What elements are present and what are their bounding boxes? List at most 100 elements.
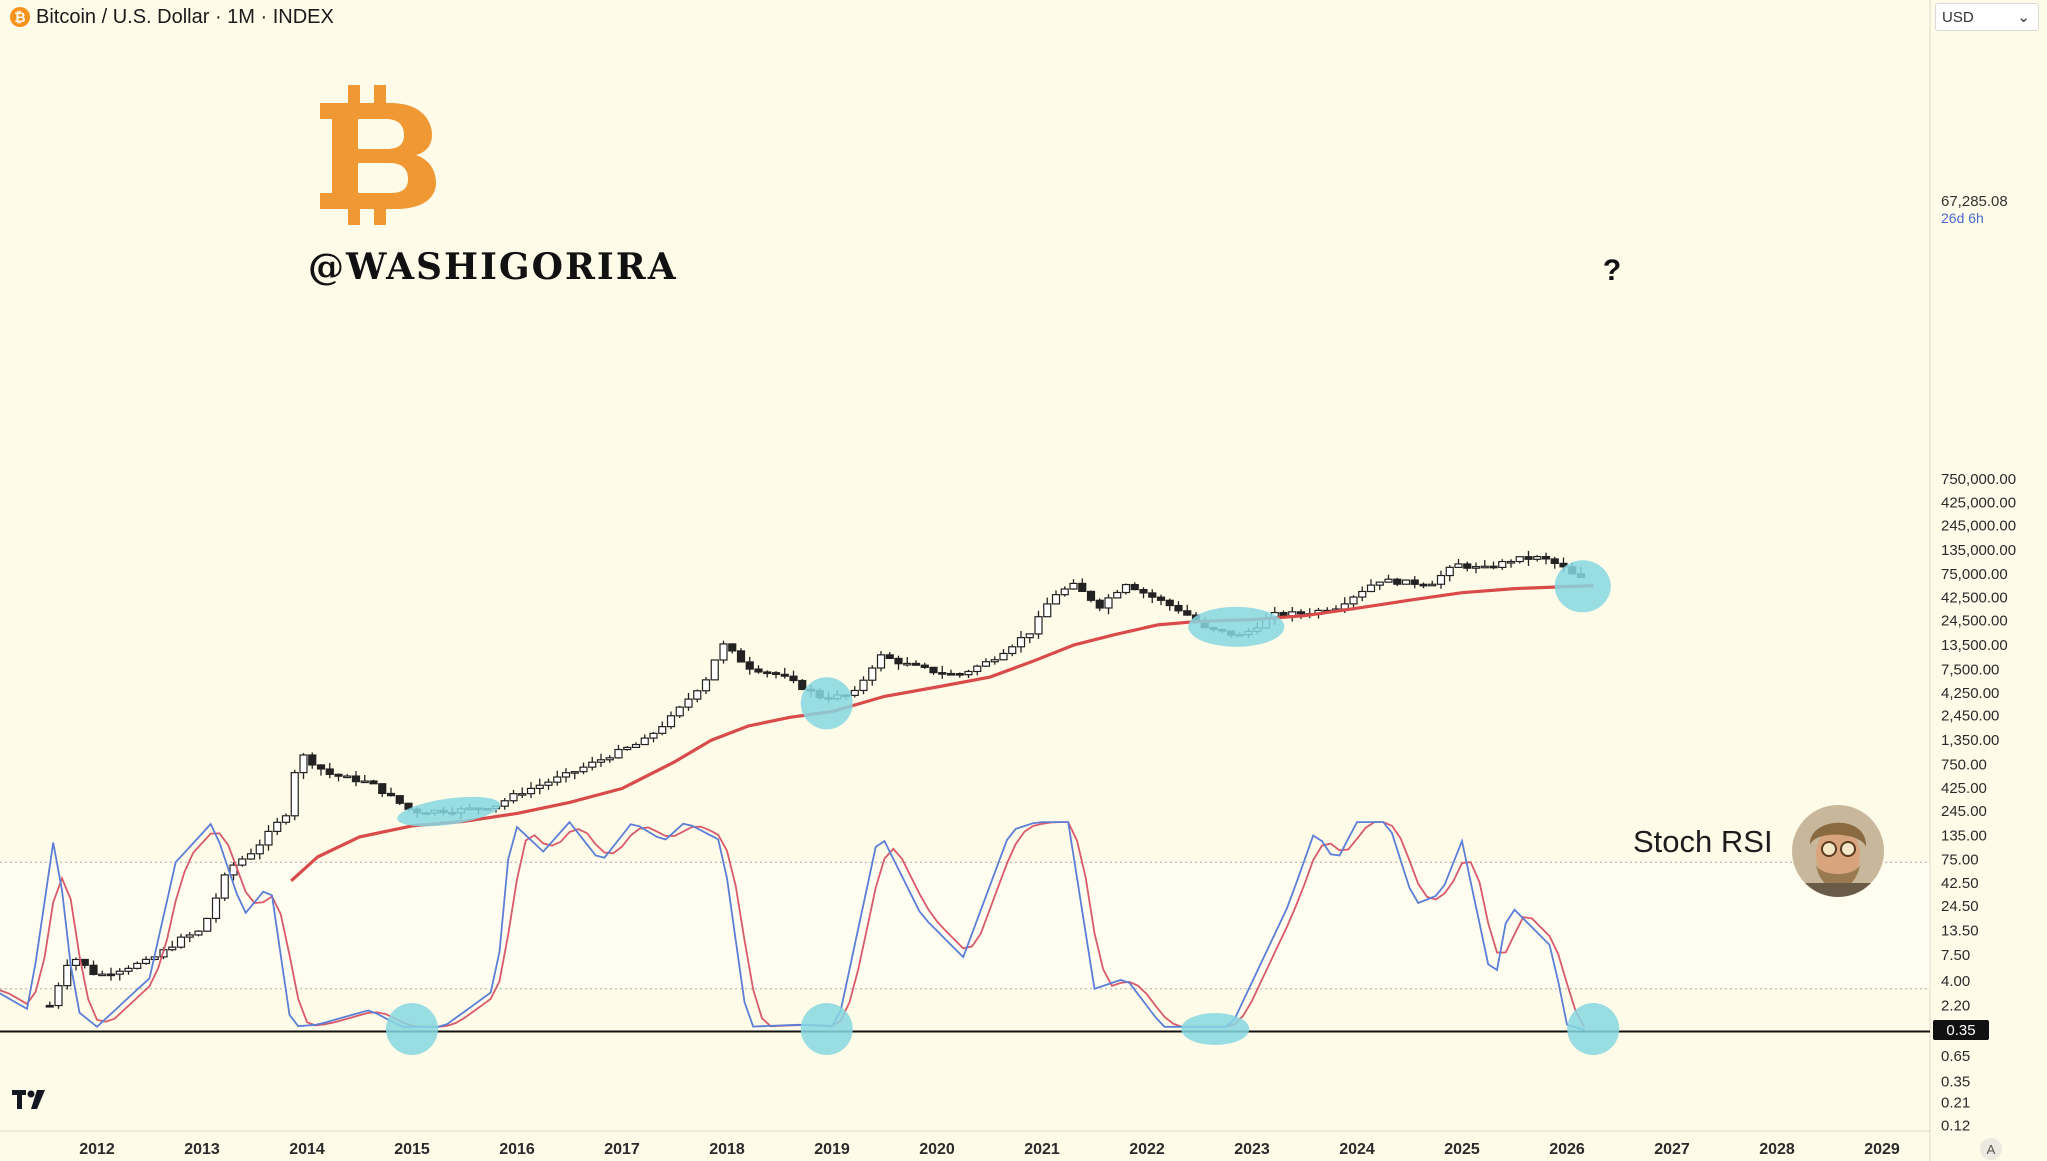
x-tick-label: 2023: [1234, 1141, 1270, 1158]
candle-body: [684, 698, 693, 708]
candle-body: [1025, 633, 1034, 639]
y-tick-label: 7,500.00: [1941, 661, 1999, 678]
y-tick-label: 24.50: [1941, 898, 1979, 915]
y-tick-label: 0.21: [1941, 1095, 1970, 1112]
candle-body: [509, 793, 518, 802]
candle-body: [964, 670, 973, 676]
y-tick-label: 7.50: [1941, 947, 1970, 964]
y-tick-label: 0.65: [1941, 1048, 1970, 1065]
candle-body: [1454, 563, 1463, 568]
candle-body: [955, 673, 964, 676]
candle-body: [990, 659, 999, 663]
candle-body: [1051, 594, 1061, 605]
candle-body: [710, 659, 719, 681]
moving-average-line: [290, 584, 1594, 882]
candle-body: [255, 844, 264, 855]
candle-body: [535, 784, 544, 789]
currency-select[interactable]: USD ⌄: [1935, 3, 2039, 31]
candle-body: [605, 757, 614, 761]
level-tag-label: 0.35: [1946, 1022, 1975, 1039]
x-tick-label: 2013: [184, 1141, 220, 1158]
candle-body: [658, 726, 667, 734]
bitcoin-icon: ₿: [10, 7, 30, 27]
y-tick-label: 135.00: [1941, 827, 1987, 844]
y-tick-label: 4,250.00: [1941, 685, 1999, 702]
x-tick-label: 2028: [1759, 1141, 1795, 1158]
candle-body: [1165, 599, 1174, 607]
candle-body: [798, 679, 807, 691]
candle-body: [369, 780, 378, 785]
candle-body: [553, 776, 562, 783]
y-tick-label: 75,000.00: [1941, 566, 2008, 583]
candle-body: [395, 795, 404, 804]
x-tick-label: 2014: [289, 1141, 325, 1158]
candle-body: [614, 748, 623, 759]
chart-header[interactable]: ₿ Bitcoin / U.S. Dollar · 1M · INDEX: [10, 4, 334, 30]
candle-body: [98, 973, 107, 977]
candle-body: [89, 964, 98, 976]
candle-body: [124, 967, 133, 972]
candle-body: [246, 853, 256, 860]
candle-body: [386, 792, 396, 797]
candle-body: [1130, 583, 1139, 591]
y-tick-label: 75.00: [1941, 852, 1979, 869]
candle-body: [1401, 579, 1411, 585]
candle-body: [63, 964, 72, 987]
candle-body: [1533, 555, 1542, 560]
y-tick-label: 0.12: [1941, 1118, 1970, 1135]
candle-body: [920, 664, 929, 668]
tradingview-logo-icon[interactable]: [12, 1090, 50, 1110]
candle-body: [273, 821, 282, 833]
y-tick-label: 42,500.00: [1941, 590, 2008, 607]
candle-body: [1008, 646, 1017, 655]
x-tick-label: 2020: [919, 1141, 955, 1158]
candle-body: [946, 672, 956, 676]
highlight-circle: [800, 677, 853, 730]
candle-body: [1498, 560, 1507, 569]
candle-body: [736, 650, 746, 663]
y-tick-label: 425.00: [1941, 780, 1987, 797]
candle-body: [1428, 583, 1437, 587]
candle-body: [1016, 637, 1026, 648]
candle-body: [308, 754, 317, 766]
candle-body: [1410, 579, 1419, 585]
candle-body: [894, 657, 903, 665]
candle-body: [1550, 558, 1559, 564]
candle-body: [973, 665, 982, 673]
x-tick-label: 2022: [1129, 1141, 1165, 1158]
x-tick-label: 2029: [1864, 1141, 1900, 1158]
avatar-portrait: [1792, 805, 1884, 897]
candle-body: [588, 761, 597, 768]
x-tick-label: 2015: [394, 1141, 430, 1158]
stoch-highlight-circle: [800, 1003, 853, 1055]
candle-body: [763, 671, 772, 675]
x-tick-label: 2017: [604, 1141, 640, 1158]
highlight-circle: [1554, 560, 1611, 613]
candle-body: [1393, 578, 1402, 585]
y-tick-label: 135,000.00: [1941, 542, 2016, 559]
candle-body: [1541, 555, 1551, 560]
candle-body: [911, 662, 921, 666]
candle-body: [203, 917, 212, 932]
stoch-k-line: [0, 820, 1585, 1031]
candle-body: [1524, 556, 1533, 560]
highlight-circle: [1188, 606, 1285, 647]
y-tick-label: 750.00: [1941, 757, 1987, 774]
auto-scale-button[interactable]: A: [1980, 1138, 2002, 1160]
candle-body: [1060, 588, 1069, 596]
question-mark: ?: [1603, 254, 1621, 287]
candle-body: [1174, 604, 1183, 612]
candle-body: [45, 1004, 54, 1008]
bar-countdown-label: 26d 6h: [1941, 210, 1984, 226]
candle-body: [360, 780, 369, 784]
candle-body: [290, 772, 299, 817]
stoch-highlight-circle: [1181, 1013, 1250, 1045]
bitcoin-b-logo: [320, 85, 436, 225]
candle-body: [1104, 597, 1113, 609]
candle-body: [561, 772, 571, 778]
candle-body: [325, 768, 334, 775]
candle-body: [1279, 611, 1288, 617]
candle-body: [850, 689, 859, 697]
candle-body: [981, 661, 991, 667]
